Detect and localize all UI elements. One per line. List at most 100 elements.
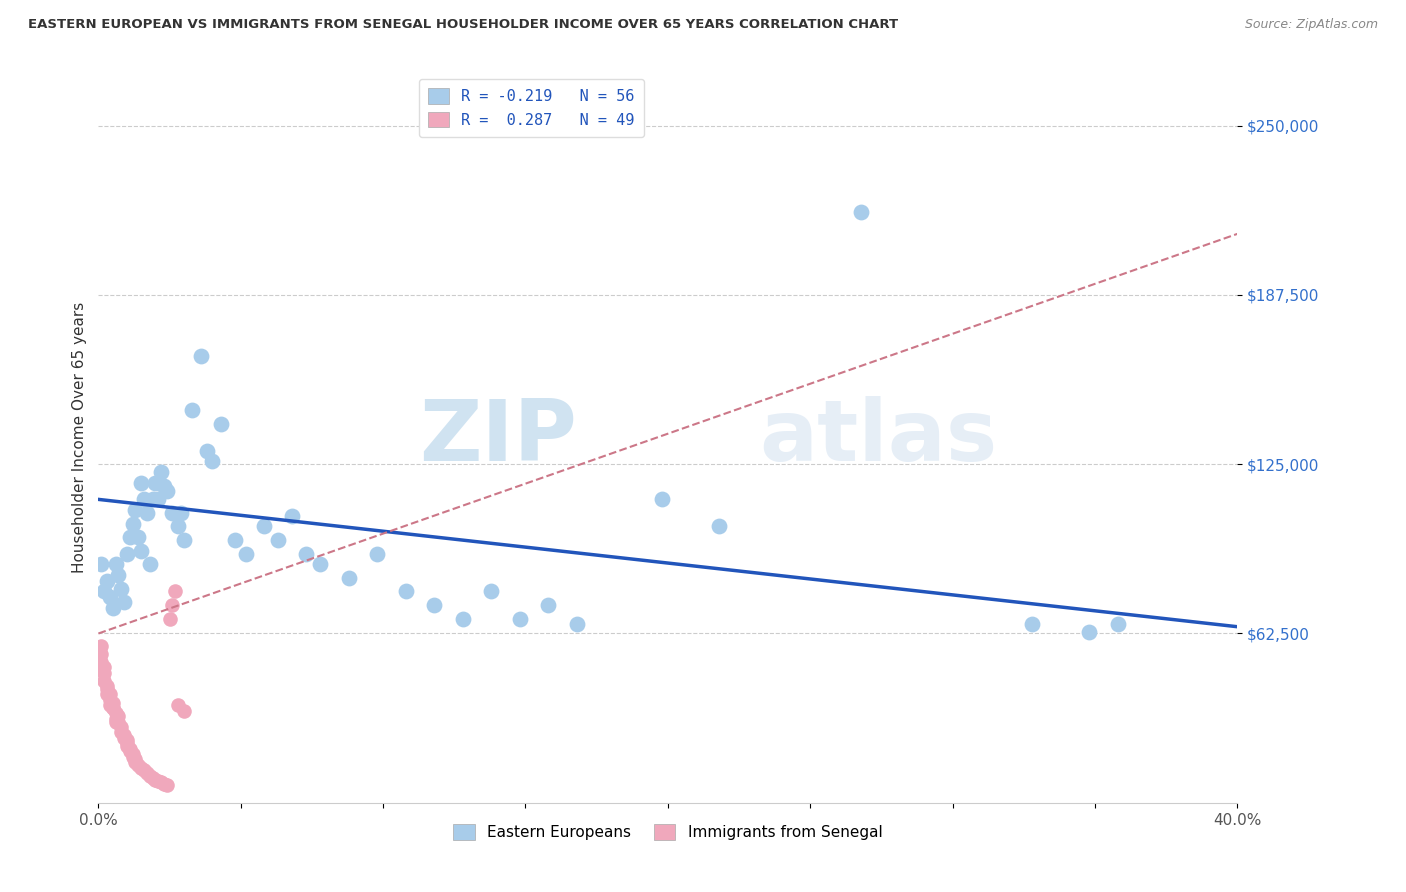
Point: [121, 749, 143, 764]
Point: [451, 611, 474, 625]
Point: [153, 479, 176, 493]
Point: [150, 465, 173, 479]
Point: [112, 595, 135, 609]
Point: [150, 775, 173, 789]
Point: [115, 739, 138, 753]
Point: [96, 679, 118, 693]
Point: [281, 508, 304, 523]
Point: [90, 558, 112, 572]
Point: [148, 774, 170, 789]
Point: [145, 476, 167, 491]
Point: [104, 714, 127, 729]
Point: [129, 544, 152, 558]
Point: [1107, 617, 1129, 632]
Point: [115, 547, 138, 561]
Point: [93, 584, 115, 599]
Point: [1021, 617, 1043, 632]
Point: [252, 519, 274, 533]
Point: [479, 584, 502, 599]
Point: [190, 349, 212, 363]
Point: [124, 755, 146, 769]
Point: [267, 533, 290, 547]
Point: [138, 769, 160, 783]
Point: [104, 712, 127, 726]
Point: [173, 704, 195, 718]
Point: [165, 584, 187, 599]
Point: [118, 744, 141, 758]
Point: [395, 584, 418, 599]
Point: [90, 647, 112, 661]
Point: [104, 558, 127, 572]
Point: [124, 503, 146, 517]
Y-axis label: Householder Income Over 65 years: Householder Income Over 65 years: [72, 301, 87, 573]
Point: [93, 673, 115, 688]
Point: [132, 492, 155, 507]
Point: [707, 519, 730, 533]
Point: [159, 611, 181, 625]
Point: [651, 492, 673, 507]
Point: [132, 764, 155, 778]
Point: [851, 205, 873, 219]
Text: atlas: atlas: [759, 395, 997, 479]
Point: [96, 681, 118, 696]
Text: Source: ZipAtlas.com: Source: ZipAtlas.com: [1244, 18, 1378, 31]
Point: [127, 757, 149, 772]
Point: [98, 688, 121, 702]
Point: [96, 574, 118, 588]
Point: [141, 492, 163, 507]
Legend: Eastern Europeans, Immigrants from Senegal: Eastern Europeans, Immigrants from Seneg…: [447, 818, 889, 847]
Point: [135, 506, 157, 520]
Point: [162, 506, 184, 520]
Point: [104, 706, 127, 721]
Point: [129, 476, 152, 491]
Point: [101, 696, 124, 710]
Point: [167, 698, 190, 713]
Point: [110, 720, 132, 734]
Point: [1078, 625, 1101, 640]
Point: [138, 558, 160, 572]
Point: [145, 772, 167, 787]
Point: [110, 725, 132, 739]
Point: [112, 728, 135, 742]
Point: [309, 558, 332, 572]
Point: [162, 598, 184, 612]
Point: [201, 454, 224, 468]
Point: [101, 701, 124, 715]
Point: [209, 417, 232, 431]
Point: [107, 568, 129, 582]
Point: [115, 736, 138, 750]
Point: [90, 639, 112, 653]
Point: [509, 611, 531, 625]
Point: [98, 693, 121, 707]
Point: [537, 598, 560, 612]
Point: [115, 733, 138, 747]
Point: [110, 582, 132, 596]
Point: [118, 741, 141, 756]
Point: [93, 665, 115, 680]
Point: [129, 761, 152, 775]
Point: [141, 772, 163, 786]
Text: EASTERN EUROPEAN VS IMMIGRANTS FROM SENEGAL HOUSEHOLDER INCOME OVER 65 YEARS COR: EASTERN EUROPEAN VS IMMIGRANTS FROM SENE…: [28, 18, 898, 31]
Point: [96, 688, 118, 702]
Point: [295, 547, 318, 561]
Point: [90, 655, 112, 669]
Point: [565, 617, 588, 632]
Point: [170, 506, 193, 520]
Point: [224, 533, 246, 547]
Point: [93, 660, 115, 674]
Point: [423, 598, 446, 612]
Point: [173, 533, 195, 547]
Point: [195, 443, 218, 458]
Point: [153, 777, 176, 791]
Point: [107, 714, 129, 729]
Point: [181, 403, 204, 417]
Point: [112, 731, 135, 745]
Text: ZIP: ZIP: [419, 395, 576, 479]
Point: [156, 778, 179, 792]
Point: [337, 571, 360, 585]
Point: [101, 701, 124, 715]
Point: [167, 519, 190, 533]
Point: [235, 547, 257, 561]
Point: [156, 484, 179, 499]
Point: [98, 698, 121, 713]
